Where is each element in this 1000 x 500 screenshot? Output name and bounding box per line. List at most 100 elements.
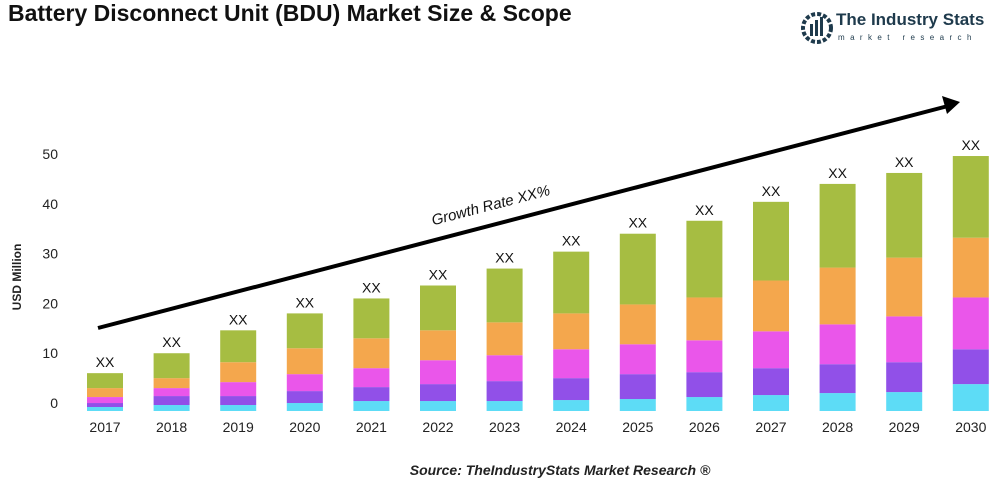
bar-segment-2029-s1 (886, 392, 923, 411)
y-tick-label: 30 (42, 246, 58, 262)
x-tick-label: 2019 (223, 419, 254, 435)
bar-segment-2019-s4 (220, 362, 257, 383)
bar-segment-2020-s2 (286, 391, 323, 404)
bar-segment-2024-s4 (553, 313, 590, 350)
bar-segment-2019-s1 (220, 405, 257, 411)
bar-segment-2029-s4 (886, 257, 923, 317)
bar-segment-2030-s1 (952, 384, 989, 411)
bar-segment-2027-s4 (753, 280, 789, 332)
data-label: XX (295, 294, 314, 310)
source-note: Source: TheIndustryStats Market Research… (409, 462, 711, 478)
bar-segment-2018-s5 (153, 353, 190, 379)
bar-segment-2026-s4 (686, 297, 723, 341)
y-axis-label: USD Million (10, 244, 24, 311)
bar-segment-2030-s3 (952, 297, 989, 350)
data-label: XX (229, 311, 248, 327)
data-label: XX (895, 154, 914, 170)
y-tick-label: 20 (42, 295, 58, 311)
bar-segment-2023-s1 (486, 401, 523, 411)
bar-segment-2022-s5 (420, 285, 456, 331)
x-tick-label: 2029 (889, 419, 920, 435)
x-tick-label: 2021 (356, 419, 387, 435)
x-tick-label: 2026 (689, 419, 720, 435)
bar-segment-2023-s3 (486, 355, 523, 382)
data-label: XX (562, 233, 581, 249)
data-label: XX (828, 165, 847, 181)
bar-segment-2020-s4 (286, 348, 323, 375)
bar-segment-2017-s2 (87, 403, 123, 408)
bar-segment-2028-s5 (819, 183, 856, 268)
x-tick-label: 2028 (822, 419, 853, 435)
bar-segment-2021-s4 (353, 338, 390, 369)
bar-segment-2025-s3 (619, 344, 656, 375)
bar-segment-2026-s1 (686, 397, 723, 411)
bar-segment-2028-s4 (819, 267, 856, 325)
bar-segment-2021-s5 (353, 298, 390, 339)
bar-segment-2021-s1 (353, 401, 390, 411)
bar-segment-2017-s4 (87, 388, 123, 398)
bar-segment-2018-s1 (153, 405, 190, 411)
bar-segment-2020-s5 (286, 313, 323, 349)
bar-segment-2025-s2 (619, 374, 656, 400)
y-tick-label: 50 (42, 146, 58, 162)
bar-segment-2024-s2 (553, 378, 590, 401)
bar-segment-2028-s1 (819, 393, 856, 411)
bar-segment-2018-s3 (153, 388, 190, 397)
growth-rate-annotation: Growth Rate XX% (430, 182, 552, 229)
bar-segment-2019-s3 (220, 382, 257, 397)
bar-segment-2030-s4 (952, 237, 989, 298)
y-tick-label: 40 (42, 196, 58, 212)
bar-segment-2017-s1 (87, 407, 123, 411)
bar-segment-2025-s5 (619, 233, 656, 305)
bar-segment-2027-s5 (753, 201, 789, 281)
bar-segment-2030-s2 (952, 349, 989, 385)
bar-segment-2028-s2 (819, 364, 856, 394)
bar-segment-2027-s1 (753, 395, 789, 411)
bar-segment-2017-s3 (87, 397, 123, 404)
logo: The Industry Stats market research (800, 8, 995, 48)
bar-segment-2026-s2 (686, 372, 723, 398)
bar-segment-2024-s1 (553, 400, 590, 411)
bar-segment-2019-s5 (220, 330, 257, 363)
bar-segment-2022-s4 (420, 330, 456, 361)
x-tick-label: 2023 (489, 419, 520, 435)
bar-segment-2022-s1 (420, 401, 456, 411)
data-label: XX (961, 137, 980, 153)
bar-segment-2018-s2 (153, 396, 190, 406)
data-label: XX (362, 279, 381, 295)
logo-tagline: market research (838, 33, 977, 42)
data-label: XX (762, 183, 781, 199)
bar-segment-2024-s3 (553, 349, 590, 379)
bar-segment-2025-s4 (619, 304, 656, 345)
bar-segment-2018-s4 (153, 378, 190, 389)
x-tick-label: 2027 (755, 419, 786, 435)
y-tick-label: 0 (50, 395, 58, 411)
bar-segment-2028-s3 (819, 324, 856, 365)
bar-segment-2029-s3 (886, 316, 923, 363)
bar-segment-2029-s5 (886, 172, 923, 258)
x-tick-label: 2025 (622, 419, 653, 435)
data-label: XX (429, 267, 448, 283)
gear-chart-icon (801, 12, 833, 44)
bar-segment-2025-s1 (619, 399, 656, 411)
x-tick-label: 2020 (289, 419, 320, 435)
bar-segment-2022-s3 (420, 360, 456, 385)
x-tick-label: 2030 (955, 419, 986, 435)
bar-segment-2023-s4 (486, 322, 523, 356)
page-title: Battery Disconnect Unit (BDU) Market Siz… (8, 0, 572, 26)
bar-segment-2027-s3 (753, 331, 789, 369)
bar-segment-2020-s3 (286, 374, 323, 392)
bar-segment-2019-s2 (220, 396, 257, 406)
bar-segment-2026-s3 (686, 340, 723, 373)
x-tick-label: 2017 (89, 419, 120, 435)
bar-segment-2022-s2 (420, 384, 456, 402)
data-label: XX (495, 250, 514, 266)
data-label: XX (162, 334, 181, 350)
bar-segment-2023-s2 (486, 381, 523, 402)
bar-segment-2021-s3 (353, 368, 390, 388)
bar-segment-2017-s5 (87, 373, 123, 389)
bar-segment-2021-s2 (353, 387, 390, 402)
bar-segment-2026-s5 (686, 220, 723, 298)
